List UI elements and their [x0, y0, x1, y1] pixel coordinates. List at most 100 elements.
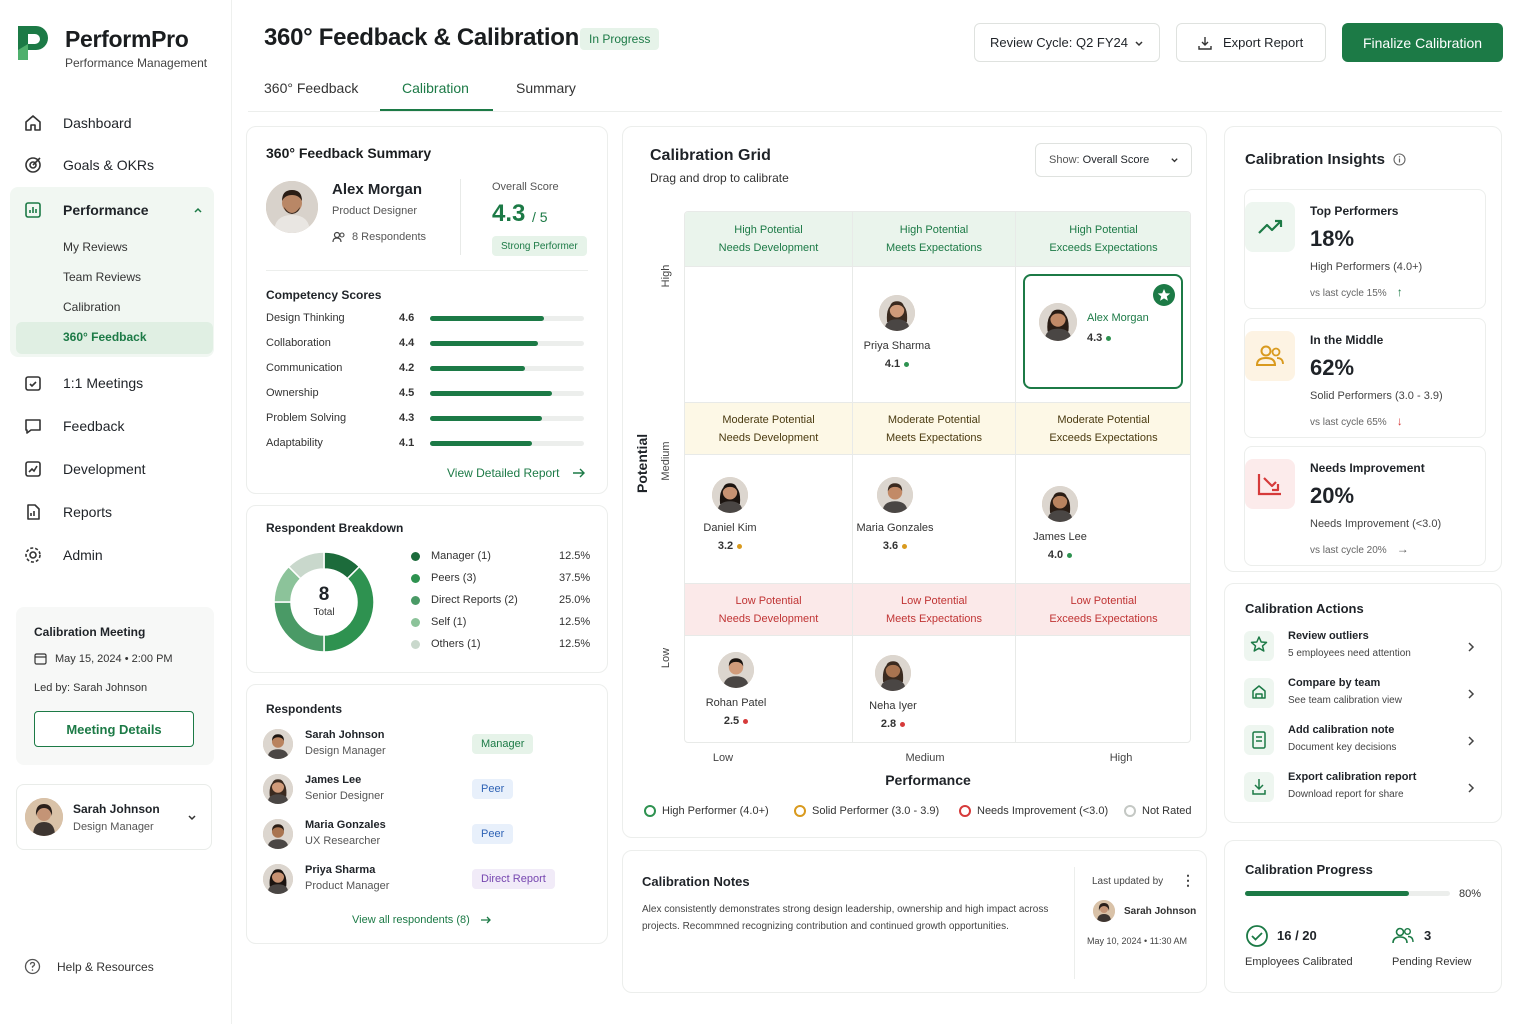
insight-prev: vs last cycle 15% ↑ [1310, 285, 1403, 299]
help-icon [24, 958, 41, 975]
nav-goals[interactable]: Goals & OKRs [10, 145, 214, 185]
calibrated-label: Employees Calibrated [1245, 956, 1353, 968]
respondent-row[interactable] [247, 770, 607, 810]
employee-name: Alex Morgan [332, 181, 423, 198]
insight-card[interactable]: In the Middle 62% Solid Performers (3.0 - … [1244, 318, 1486, 438]
home-icon [25, 115, 41, 131]
meeting-date: May 15, 2024 • 2:00 PM [55, 653, 173, 665]
chevron-up-icon[interactable] [193, 205, 203, 215]
grid-cell[interactable] [685, 584, 853, 742]
grid-cell[interactable] [1016, 403, 1190, 584]
competency-score: 4.3 [399, 412, 415, 424]
y-level-high: High [660, 264, 672, 288]
view-detailed-report-link[interactable]: View Detailed Report [447, 466, 586, 480]
grid-cell[interactable] [853, 212, 1016, 403]
insight-card[interactable]: Top Performers 18% High Performers (4.0+) v… [1244, 189, 1486, 309]
insight-value: 62% [1310, 355, 1355, 380]
competency-bar-fill [430, 341, 538, 346]
info-icon[interactable] [1393, 153, 1406, 166]
action-desc: See team calibration view [1288, 695, 1402, 706]
insight-title: Needs Improvement [1310, 461, 1425, 475]
tab-active-indicator [380, 109, 493, 111]
avatar [263, 729, 293, 759]
report-icon [27, 504, 40, 520]
respondent-donut-chart [273, 551, 375, 653]
grid-cell-header-line: Low Potential [735, 594, 802, 607]
respondents-card: Respondents View all respondents (8) Sar… [246, 684, 608, 944]
star-icon [1244, 631, 1274, 661]
tab-calibration[interactable]: Calibration [402, 80, 469, 96]
trend-arrow-icon: ↑ [1396, 285, 1403, 299]
review-cycle-select[interactable]: Review Cycle: Q2 FY24 [974, 23, 1160, 62]
grid-cell[interactable] [1016, 212, 1190, 403]
finalize-calibration-button[interactable]: Finalize Calibration [1342, 23, 1503, 62]
action-item[interactable]: Compare by team See team calibration view [1244, 675, 1484, 715]
nav-admin[interactable]: Admin [10, 535, 214, 575]
avatar [1093, 900, 1115, 922]
rating-dot [900, 721, 906, 727]
nav-reports[interactable]: Reports [10, 492, 214, 532]
users-icon [1392, 927, 1414, 944]
action-item[interactable]: Add calibration note Document key decisio… [1244, 722, 1484, 762]
nav-team-reviews[interactable]: Team Reviews [63, 270, 142, 284]
grid-employee-score: 3.6 [840, 540, 950, 552]
current-user-card[interactable]: Sarah Johnson Design Manager [16, 784, 212, 850]
rating-dot [904, 361, 910, 367]
view-all-respondents-link[interactable]: View all respondents (8) [352, 914, 492, 926]
more-options-icon[interactable]: ⋮ [1181, 872, 1195, 888]
action-item[interactable]: Export calibration report Download report… [1244, 769, 1484, 809]
export-report-label: Export Report [1223, 35, 1304, 50]
competency-bar [430, 366, 584, 371]
featured-employee-card[interactable]: Alex Morgan 4.3 [1023, 274, 1183, 389]
nav-feedback[interactable]: Feedback [10, 406, 214, 446]
chart-board-icon [25, 202, 41, 218]
respondent-row[interactable] [247, 725, 607, 765]
grid-cell[interactable] [685, 403, 853, 584]
donut-total: 8 [318, 584, 330, 605]
tab-360-feedback[interactable]: 360° Feedback [264, 80, 359, 96]
arrow-right-icon [480, 916, 491, 924]
nav-calibration[interactable]: Calibration [63, 300, 121, 314]
insight-title: Top Performers [1310, 204, 1399, 218]
calendar-check-icon [25, 376, 41, 391]
action-item[interactable]: Review outliers 5 employees need attentio… [1244, 628, 1484, 668]
action-title: Review outliers [1288, 630, 1369, 642]
grid-employee-score: 4.3 [1087, 332, 1112, 344]
tabs-divider [248, 111, 1502, 112]
grid-cell-header-line: Moderate Potential [887, 413, 981, 426]
chevron-down-icon [1135, 41, 1143, 47]
grid-cell[interactable] [853, 403, 1016, 584]
overall-score: 4.3 [492, 200, 526, 227]
nav-dashboard[interactable]: Dashboard [10, 103, 214, 143]
insight-card[interactable]: Needs Improvement 20% Needs Improvement (<… [1244, 446, 1486, 566]
export-report-button[interactable]: Export Report [1176, 23, 1326, 62]
legend-not-rated: Not Rated [1124, 805, 1192, 817]
actions-title: Calibration Actions [1245, 601, 1364, 616]
help-link[interactable]: Help & Resources [24, 958, 154, 975]
rating-dot [1067, 552, 1073, 558]
nav-performance[interactable]: Performance [10, 190, 214, 230]
respondent-name: Sarah Johnson [305, 729, 385, 741]
competency-bar-fill [430, 391, 552, 396]
breakdown-label: Peers (3) [431, 572, 477, 584]
nav-development[interactable]: Development [10, 449, 214, 489]
grid-cell[interactable] [853, 584, 1016, 742]
nav-meetings[interactable]: 1:1 Meetings [10, 363, 214, 403]
breakdown-title: Respondent Breakdown [266, 521, 404, 535]
last-updated-label: Last updated by [1092, 876, 1164, 887]
respondent-role: UX Researcher [305, 835, 381, 847]
meeting-details-button[interactable]: Meeting Details [34, 711, 194, 747]
progress-bar-fill [1245, 891, 1409, 896]
avatar [877, 477, 913, 513]
legend-solid-circle [794, 805, 806, 817]
nav-my-reviews[interactable]: My Reviews [63, 240, 128, 254]
nav-360-feedback[interactable]: 360° Feedback [63, 330, 147, 344]
users-icon [1245, 331, 1295, 381]
tab-summary[interactable]: Summary [516, 80, 576, 96]
show-select[interactable]: Show: Overall Score [1035, 143, 1192, 177]
y-level-low: Low [660, 647, 672, 669]
help-label: Help & Resources [57, 959, 154, 974]
notes-text[interactable]: Alex consistently demonstrates strong de… [642, 904, 1049, 932]
respondent-row[interactable] [247, 815, 607, 855]
grid-cell[interactable] [685, 212, 853, 403]
